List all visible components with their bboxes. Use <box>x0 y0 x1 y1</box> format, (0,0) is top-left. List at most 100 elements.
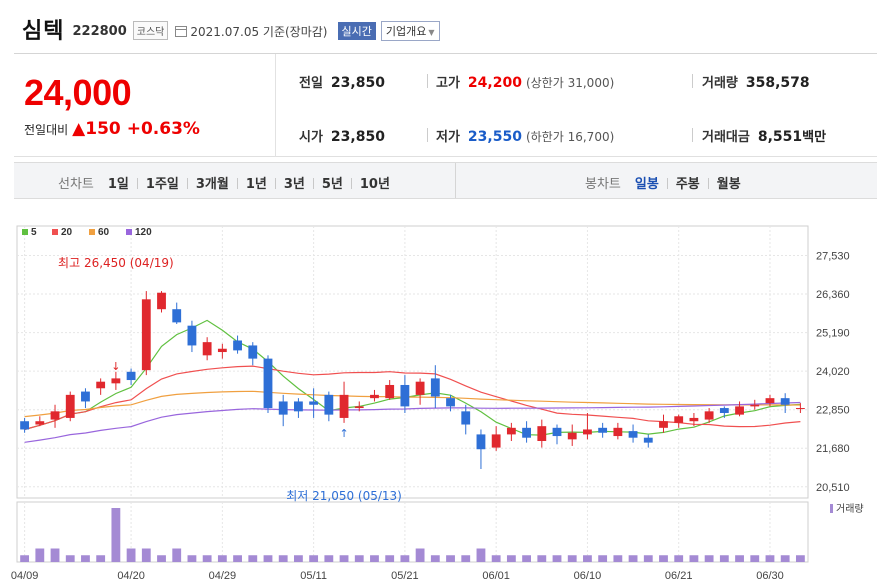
x-tick-label: 06/10 <box>574 570 602 582</box>
ma-line-5 <box>24 319 801 436</box>
volume-bar <box>339 555 349 562</box>
volume-plot-frame <box>16 501 809 563</box>
candle-body <box>294 401 303 412</box>
y-tick-label: 27,530 <box>816 250 850 262</box>
candle-body <box>750 404 760 407</box>
ma-line-20 <box>24 365 801 431</box>
volume-bar <box>689 555 699 562</box>
x-tick-label: 04/29 <box>209 570 237 582</box>
candle-body <box>795 408 805 410</box>
compare-label: 전일대비 <box>24 123 69 137</box>
volume-bar <box>141 548 151 562</box>
realtime-button[interactable]: 실시간 <box>337 21 376 40</box>
period-1y[interactable]: 1년 <box>245 177 267 192</box>
period-monthly[interactable]: 월봉 <box>716 177 741 192</box>
low-annotation: 최저 21,050 (05/13) <box>286 489 402 503</box>
legend-label-120: 120 <box>135 227 152 238</box>
candle-body <box>506 427 516 435</box>
candle-chart-label: 봉차트 <box>585 177 621 192</box>
stock-name: 심텍 <box>22 19 65 44</box>
volume-bar <box>370 555 379 562</box>
volume-bar <box>65 555 75 562</box>
price-change: 전일대비 ▲150 +0.63% <box>24 119 200 139</box>
volume-bar <box>278 555 288 562</box>
divider <box>692 128 693 142</box>
current-price: 24,000 <box>24 72 132 113</box>
volume-bar <box>735 555 744 562</box>
chevron-down-icon: ▼ <box>428 27 435 37</box>
stock-header: 심텍 222800 코스닥 2021.07.05 기준(장마감) 실시간 기업개… <box>22 12 440 46</box>
period-1w[interactable]: 1주일 <box>145 177 179 192</box>
volume-bar <box>643 555 653 562</box>
volume-bar <box>20 555 30 562</box>
candle-body <box>50 411 60 420</box>
candle-body <box>126 371 136 381</box>
candle-body <box>628 431 638 438</box>
ma-line-120 <box>24 401 801 443</box>
volume-bar <box>96 555 106 562</box>
divider <box>692 74 693 88</box>
period-3y[interactable]: 3년 <box>283 177 305 192</box>
x-tick-label: 04/09 <box>11 570 39 582</box>
volume-bar <box>172 548 182 562</box>
candlestick-chart: 27,530 26,360 25,190 24,020 22,850 21,680 20,5… <box>11 225 864 582</box>
volume-bar <box>522 555 531 562</box>
candle-body <box>141 299 151 371</box>
volume-bar <box>765 555 775 562</box>
volume-bar <box>598 555 608 562</box>
period-10y[interactable]: 10년 <box>359 177 390 192</box>
volume-bar <box>430 555 440 562</box>
volume-bar <box>50 548 60 562</box>
volume-bar <box>294 555 303 562</box>
volume-bar <box>187 555 197 562</box>
period-3m[interactable]: 3개월 <box>195 177 229 192</box>
candle-body <box>583 429 592 435</box>
period-weekly[interactable]: 주봉 <box>675 177 700 192</box>
candle-body <box>263 358 273 409</box>
chart-period-bar: 선차트 1일 1주일 3개월 1년 3년 5년 10년 봉차트 일봉 주봉 월봉 <box>14 162 877 199</box>
low-stat: 저가 23,550 (하한가 16,700) <box>436 129 615 145</box>
candle-body <box>233 340 242 351</box>
legend-label-5: 5 <box>31 227 37 238</box>
volume-bar <box>795 555 805 562</box>
period-1d[interactable]: 1일 <box>107 177 129 192</box>
volume-stat: 거래량 358,578 <box>702 75 810 91</box>
volume-label: 거래량 <box>836 503 864 515</box>
candle-body <box>659 421 668 428</box>
ma-legend: 5 20 60 120 <box>22 227 152 238</box>
candle-body <box>522 427 531 438</box>
volume-bar <box>126 548 136 562</box>
period-daily[interactable]: 일봉 <box>634 177 659 192</box>
legend-label-20: 20 <box>61 227 73 238</box>
candle-body <box>309 401 319 405</box>
y-tick-label: 26,360 <box>816 289 850 301</box>
x-tick-label: 06/30 <box>756 570 784 582</box>
period-5y[interactable]: 5년 <box>321 177 343 192</box>
candle-body <box>385 384 395 399</box>
price-summary: 24,000 전일대비 ▲150 +0.63% 전일 23,850 시가 23,850 … <box>14 53 877 157</box>
candle-body <box>704 411 714 420</box>
x-tick-label: 04/20 <box>117 570 145 582</box>
candle-body <box>187 325 197 346</box>
candle-body <box>735 406 744 415</box>
volume-bar <box>157 555 166 562</box>
ma-line-60 <box>24 390 801 418</box>
volume-bar <box>583 555 592 562</box>
x-tick-label: 06/21 <box>665 570 693 582</box>
candle-chart-periods: 봉차트 일봉 주봉 월봉 <box>585 173 741 192</box>
volume-bar <box>659 555 668 562</box>
candle-body <box>430 378 440 397</box>
y-tick-label: 25,190 <box>816 328 850 340</box>
candle-body <box>674 416 684 423</box>
volume-bar <box>111 508 121 562</box>
candle-body <box>780 398 790 405</box>
x-tick-label: 06/01 <box>482 570 510 582</box>
candle-body <box>613 427 623 437</box>
candle-body <box>400 384 410 407</box>
y-tick-label: 22,850 <box>816 405 850 417</box>
volume-bar <box>446 555 455 562</box>
candle-body <box>446 398 455 407</box>
volume-bar <box>263 555 273 562</box>
candle-body <box>461 411 471 425</box>
company-overview-button[interactable]: 기업개요 ▼ <box>380 20 440 41</box>
